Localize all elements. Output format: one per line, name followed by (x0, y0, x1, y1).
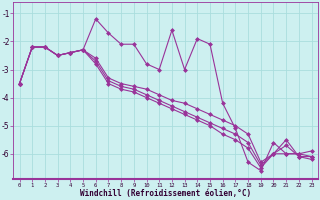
X-axis label: Windchill (Refroidissement éolien,°C): Windchill (Refroidissement éolien,°C) (80, 189, 251, 198)
